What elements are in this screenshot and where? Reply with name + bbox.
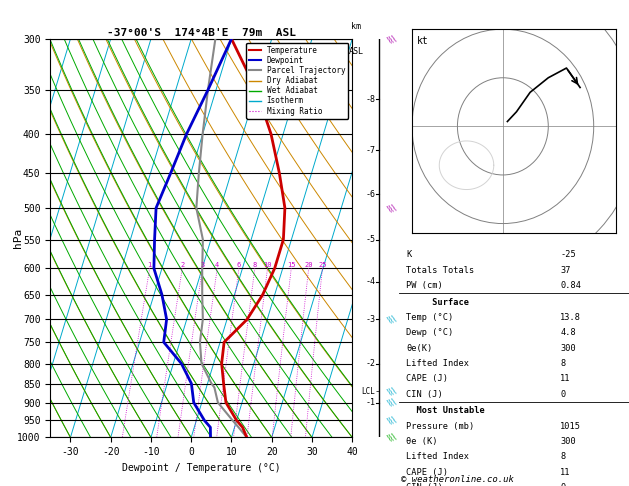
Text: 11: 11 [560, 468, 571, 477]
Text: $\backslash\backslash\backslash$: $\backslash\backslash\backslash$ [385, 431, 399, 444]
Text: $\backslash\backslash\backslash$: $\backslash\backslash\backslash$ [385, 201, 399, 215]
Text: kt: kt [416, 36, 428, 46]
Text: Totals Totals: Totals Totals [406, 265, 474, 275]
Text: -7: -7 [365, 146, 376, 155]
Text: -2: -2 [365, 359, 376, 368]
Text: 20: 20 [304, 262, 313, 268]
Text: $\backslash\backslash\backslash$: $\backslash\backslash\backslash$ [385, 414, 399, 427]
Text: 2: 2 [180, 262, 184, 268]
Text: $\backslash\backslash\backslash$: $\backslash\backslash\backslash$ [385, 396, 399, 410]
Text: 6: 6 [237, 262, 241, 268]
Y-axis label: hPa: hPa [13, 228, 23, 248]
Text: CAPE (J): CAPE (J) [406, 468, 448, 477]
Text: Surface: Surface [406, 298, 469, 307]
Text: 300: 300 [560, 344, 576, 353]
Text: 10: 10 [264, 262, 272, 268]
Text: $\backslash\backslash\backslash$: $\backslash\backslash\backslash$ [385, 32, 399, 46]
Text: Most Unstable: Most Unstable [406, 406, 485, 416]
Text: 3: 3 [200, 262, 204, 268]
Text: -8: -8 [365, 95, 376, 104]
Text: Temp (°C): Temp (°C) [406, 313, 454, 322]
Legend: Temperature, Dewpoint, Parcel Trajectory, Dry Adiabat, Wet Adiabat, Isotherm, Mi: Temperature, Dewpoint, Parcel Trajectory… [246, 43, 348, 119]
Text: km: km [352, 22, 362, 31]
Text: CAPE (J): CAPE (J) [406, 374, 448, 383]
X-axis label: Dewpoint / Temperature (°C): Dewpoint / Temperature (°C) [122, 463, 281, 473]
Text: CIN (J): CIN (J) [406, 483, 443, 486]
Text: 8: 8 [560, 452, 565, 461]
Text: ASL: ASL [349, 47, 364, 56]
Text: -5: -5 [365, 235, 376, 244]
Text: $\backslash\backslash\backslash$: $\backslash\backslash\backslash$ [385, 384, 399, 398]
Text: CIN (J): CIN (J) [406, 390, 443, 399]
Text: 300: 300 [560, 437, 576, 446]
Text: -3: -3 [365, 315, 376, 324]
Text: Lifted Index: Lifted Index [406, 452, 469, 461]
Text: 0: 0 [560, 390, 565, 399]
Text: -1: -1 [365, 398, 376, 407]
Text: -4: -4 [365, 278, 376, 286]
Text: 0: 0 [560, 483, 565, 486]
Text: Lifted Index: Lifted Index [406, 359, 469, 368]
Text: LCL: LCL [362, 387, 376, 396]
Text: 37: 37 [560, 265, 571, 275]
Text: PW (cm): PW (cm) [406, 281, 443, 290]
Text: 1015: 1015 [560, 422, 581, 431]
Text: 8: 8 [560, 359, 565, 368]
Text: $\backslash\backslash\backslash$: $\backslash\backslash\backslash$ [385, 312, 399, 326]
Text: θe (K): θe (K) [406, 437, 438, 446]
Text: -25: -25 [560, 250, 576, 260]
Text: 11: 11 [560, 374, 571, 383]
Text: 15: 15 [287, 262, 296, 268]
Text: 4: 4 [215, 262, 220, 268]
Text: 13.8: 13.8 [560, 313, 581, 322]
Text: 0.84: 0.84 [560, 281, 581, 290]
Text: 25: 25 [318, 262, 326, 268]
Text: -6: -6 [365, 190, 376, 199]
Text: 8: 8 [253, 262, 257, 268]
Text: 4.8: 4.8 [560, 329, 576, 337]
Text: 1: 1 [148, 262, 152, 268]
Text: θe(K): θe(K) [406, 344, 433, 353]
Title: -37°00'S  174°4B'E  79m  ASL: -37°00'S 174°4B'E 79m ASL [107, 28, 296, 38]
Text: Pressure (mb): Pressure (mb) [406, 422, 474, 431]
Text: K: K [406, 250, 411, 260]
Text: Dewp (°C): Dewp (°C) [406, 329, 454, 337]
Text: © weatheronline.co.uk: © weatheronline.co.uk [401, 474, 514, 484]
